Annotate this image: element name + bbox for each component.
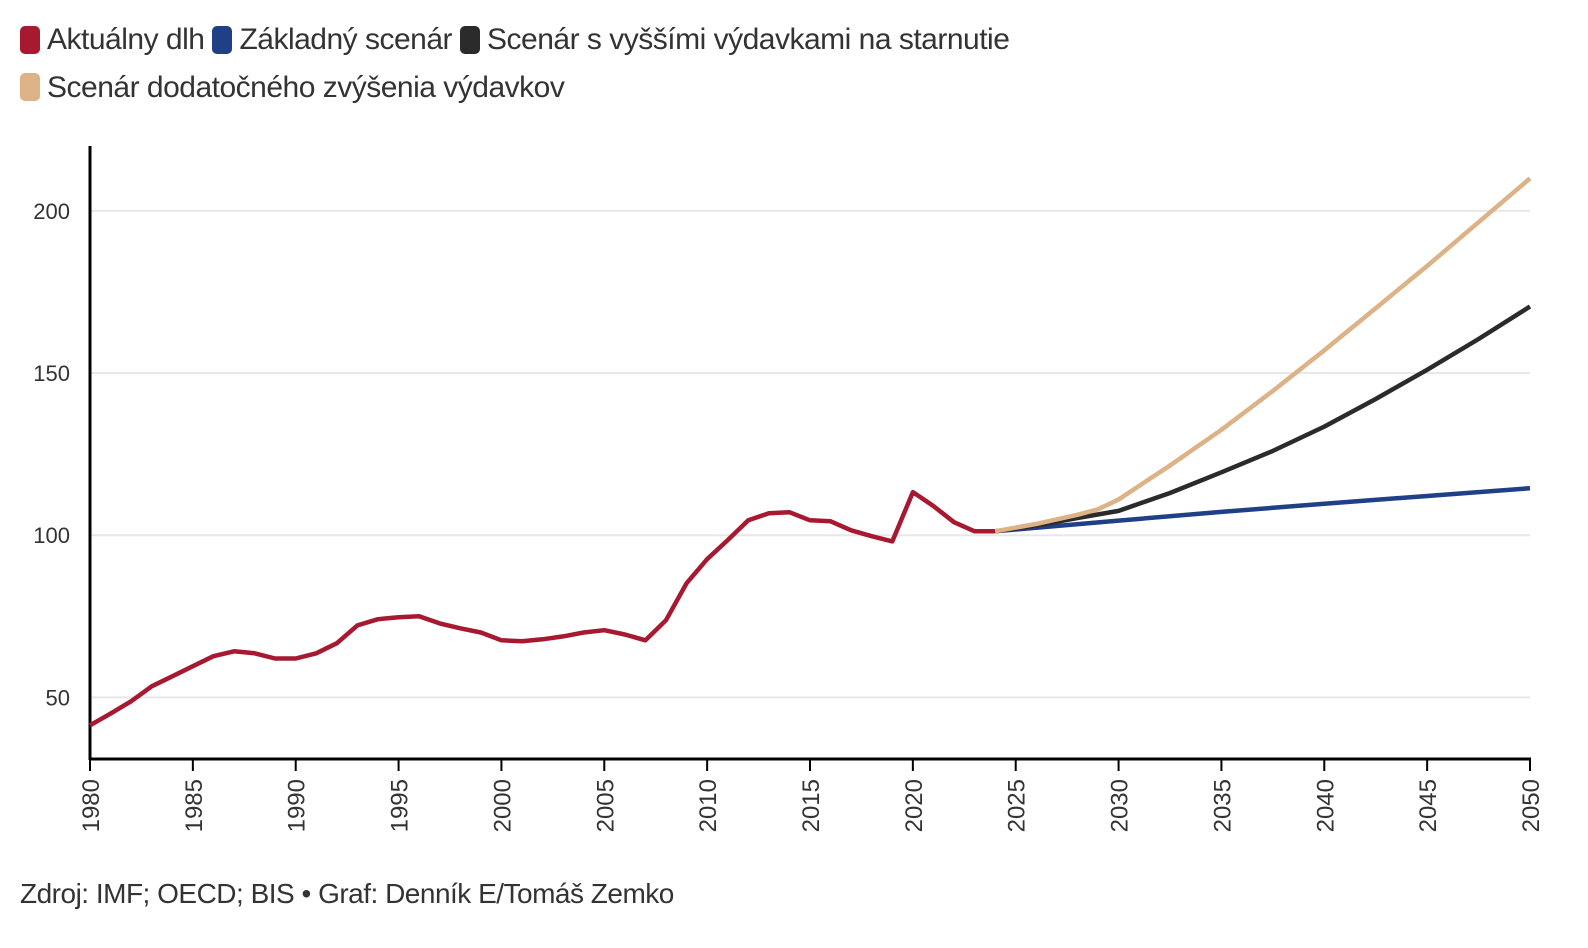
series-line-1 xyxy=(88,489,996,728)
x-tick-label: 1985 xyxy=(181,779,208,832)
x-tick-label: 2025 xyxy=(1004,779,1031,832)
legend-item: Aktuálny dlh xyxy=(20,18,205,61)
x-tick-label: 2010 xyxy=(695,779,722,832)
x-tick-label: 2030 xyxy=(1107,779,1134,832)
y-tick-label: 100 xyxy=(33,523,70,548)
x-tick-label: 2045 xyxy=(1415,779,1442,832)
y-tick-label: 50 xyxy=(46,685,70,710)
x-tick-label: 2050 xyxy=(1518,779,1545,832)
legend-label: Základný scenár xyxy=(239,23,453,56)
legend-swatch xyxy=(20,25,40,54)
x-tick-label: 2040 xyxy=(1312,779,1339,832)
x-tick-label: 1990 xyxy=(284,779,311,832)
x-tick-label: 2000 xyxy=(489,779,516,832)
source-note: Zdroj: IMF; OECD; BIS • Graf: Denník E/T… xyxy=(20,878,674,909)
x-tick-label: 1980 xyxy=(78,779,105,832)
x-tick-label: 2035 xyxy=(1209,779,1236,832)
legend-label: Scenár dodatočného zvýšenia výdavkov xyxy=(47,70,565,104)
y-tick-label: 150 xyxy=(33,361,70,386)
y-tick-label: 200 xyxy=(33,199,70,224)
series-line-2 xyxy=(994,485,1531,534)
series-line-3 xyxy=(994,304,1532,534)
x-tick-label: 2005 xyxy=(592,779,619,832)
x-tick-label: 2020 xyxy=(901,779,928,832)
legend-item: Základný scenár xyxy=(212,18,453,61)
legend-label: Scenár s vyššími výdavkami na starnutie xyxy=(487,23,1010,56)
legend-swatch xyxy=(460,25,481,54)
x-tick-label: 1995 xyxy=(387,779,414,832)
x-tick-label: 2015 xyxy=(798,779,825,832)
series-line-4 xyxy=(994,176,1532,534)
legend-swatch xyxy=(20,73,40,101)
legend-swatch xyxy=(212,25,233,54)
legend-item: Scenár dodatočného zvýšenia výdavkov xyxy=(20,66,565,109)
legend-label: Aktuálny dlh xyxy=(47,23,205,56)
legend-item: Scenár s vyššími výdavkami na starnutie xyxy=(460,18,1010,61)
legend: Aktuálny dlh Základný scenár Scenár s vyšš… xyxy=(20,18,1220,113)
